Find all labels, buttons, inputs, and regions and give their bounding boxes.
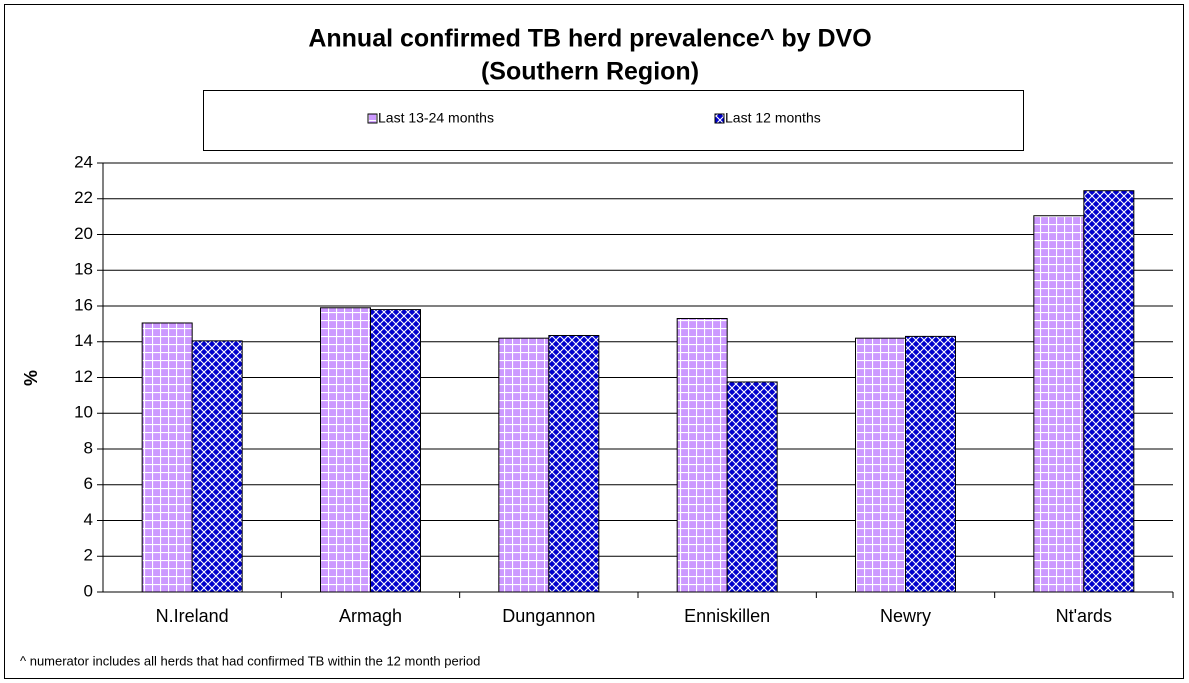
x-tick-label: Nt'ards: [1056, 606, 1112, 626]
y-tick-label: 16: [74, 295, 93, 314]
y-axis-label: %: [21, 370, 41, 386]
x-tick-label: Dungannon: [502, 606, 595, 626]
bar: [1033, 215, 1085, 593]
x-tick-label: N.Ireland: [156, 606, 229, 626]
bar: [726, 381, 778, 593]
bar: [370, 309, 421, 593]
y-tick-label: 20: [74, 224, 93, 243]
bar: [548, 334, 600, 593]
legend-swatch: [367, 113, 378, 124]
chart-title: Annual confirmed TB herd prevalence^ by …: [308, 25, 871, 53]
footnote: ^ numerator includes all herds that had …: [20, 653, 480, 668]
y-tick-label: 10: [74, 403, 93, 422]
y-tick-label: 0: [84, 581, 93, 600]
legend-box: [203, 90, 1024, 151]
chart-subtitle: (Southern Region): [481, 58, 699, 86]
x-tick-label: Newry: [880, 606, 931, 626]
x-tick-label: Enniskillen: [684, 606, 770, 626]
y-tick-label: 6: [84, 474, 93, 493]
y-tick-label: 8: [84, 438, 93, 457]
bar: [141, 322, 193, 593]
bar: [855, 337, 906, 593]
y-tick-label: 14: [74, 331, 93, 350]
legend-label: Last 13-24 months: [378, 110, 494, 126]
bar: [191, 340, 243, 593]
y-tick-label: 18: [74, 260, 93, 279]
y-tick-label: 4: [84, 510, 93, 529]
bar: [320, 307, 371, 593]
bar: [905, 335, 956, 593]
bar: [498, 337, 550, 593]
legend-label: Last 12 months: [725, 110, 821, 126]
y-tick-label: 22: [74, 188, 93, 207]
bar: [676, 318, 728, 593]
y-tick-label: 12: [74, 367, 93, 386]
bar: [1083, 190, 1135, 593]
legend-swatch: [714, 113, 725, 124]
y-tick-label: 24: [74, 152, 93, 171]
x-tick-label: Armagh: [339, 606, 402, 626]
y-tick-label: 2: [84, 546, 93, 565]
